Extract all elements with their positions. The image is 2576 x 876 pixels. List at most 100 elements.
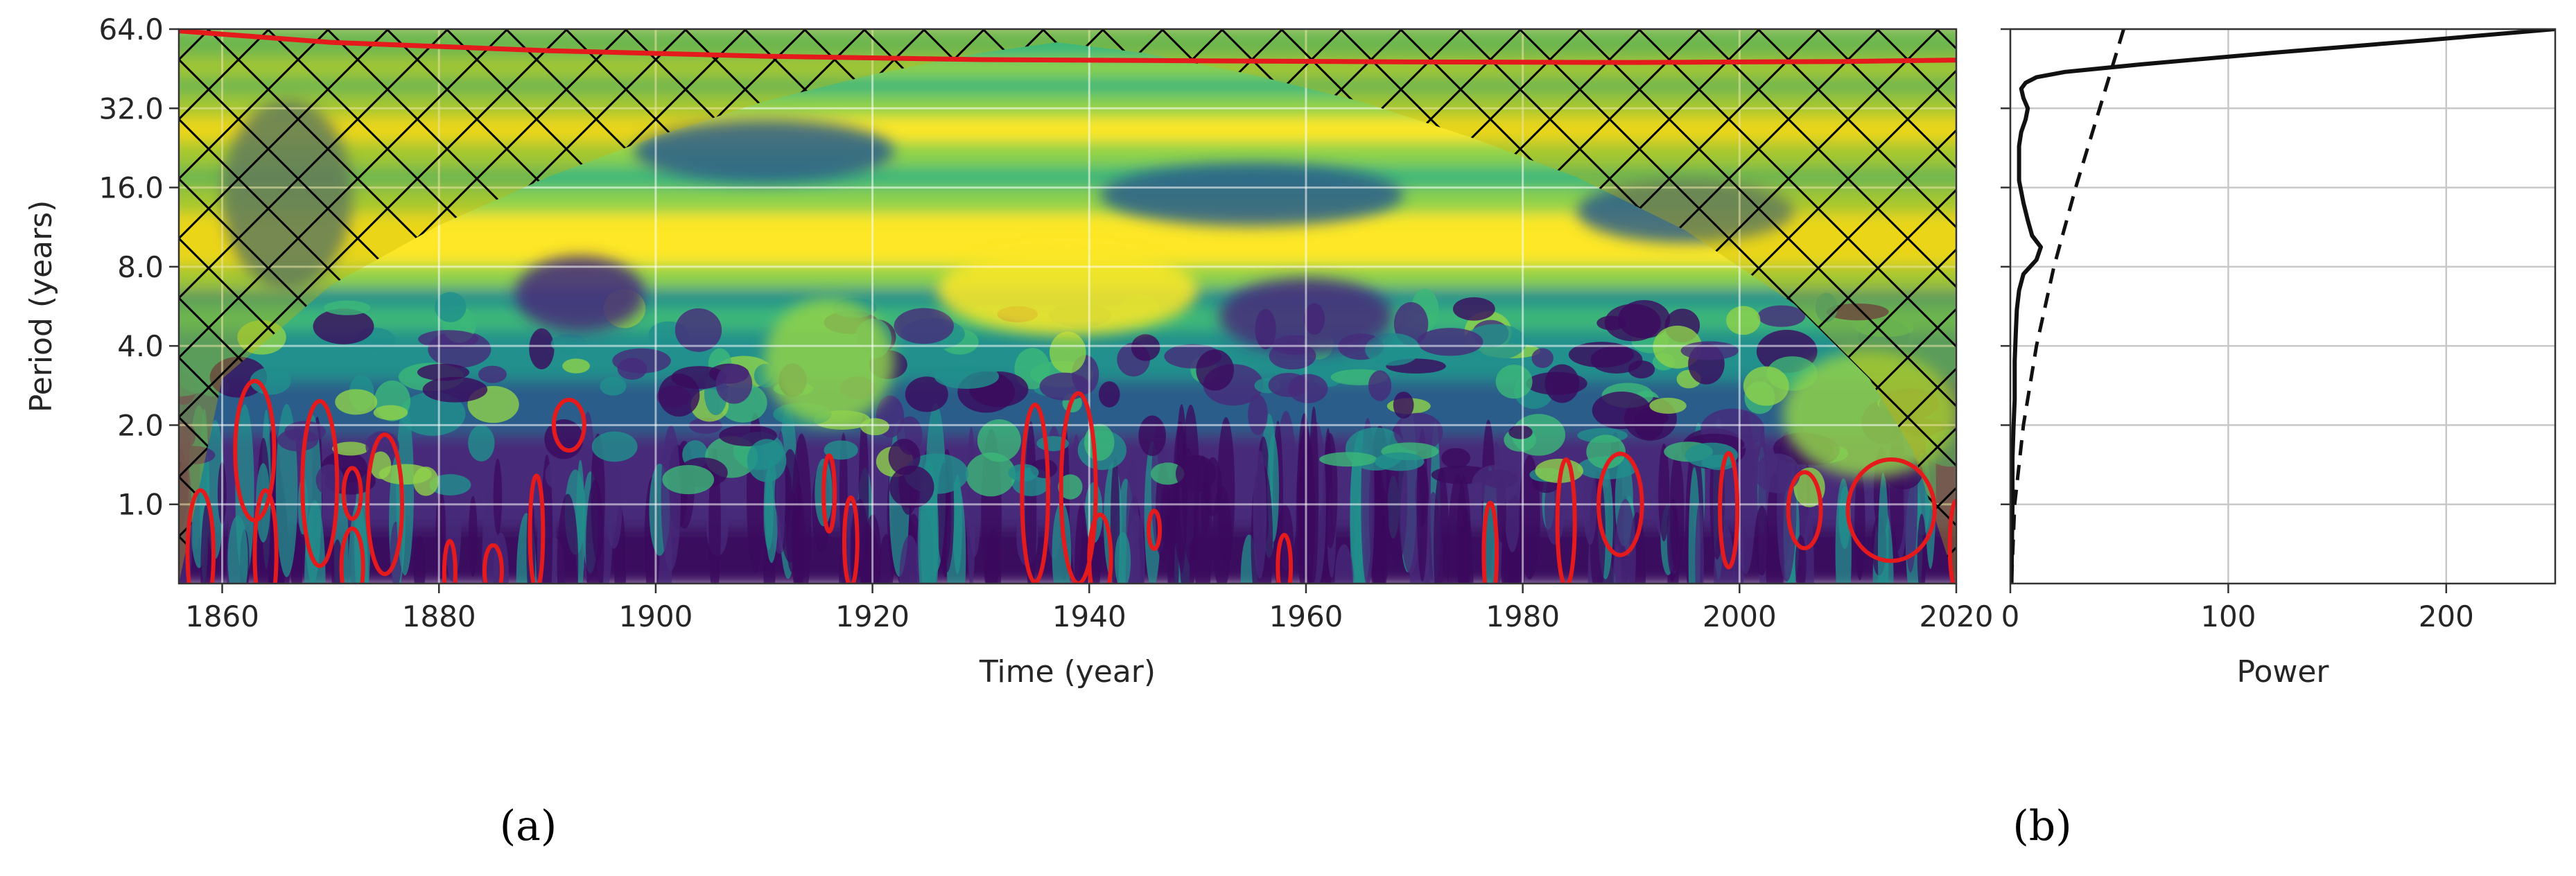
significant-region-contour [365, 432, 405, 577]
power-blob [1196, 349, 1234, 391]
power-feature [634, 119, 894, 183]
power-feature [1099, 163, 1404, 227]
power-streak [1115, 532, 1131, 584]
power-streak [1334, 544, 1353, 584]
significant-region-contour [1947, 498, 1956, 584]
power-blob [1393, 412, 1443, 452]
power-blob [1268, 372, 1309, 397]
power-feature [937, 246, 1198, 335]
significant-region-contour [1786, 470, 1823, 551]
global-power-grid [2009, 28, 2555, 584]
power-streak [1375, 487, 1389, 558]
power-blob [888, 439, 921, 475]
x-tick-label: 1980 [1486, 599, 1560, 633]
power-blob [1471, 464, 1520, 505]
significant-region-contour [551, 397, 586, 453]
power-streak [1854, 468, 1865, 581]
significant-region-contour [1555, 457, 1577, 584]
power-streak [304, 500, 326, 584]
power-blob [889, 465, 934, 509]
power-blob [591, 431, 638, 462]
power-blob [894, 308, 955, 344]
power-feature [514, 256, 645, 333]
power-blob [529, 328, 555, 369]
significant-region-contour [528, 473, 546, 584]
power-blob [1319, 452, 1377, 467]
significant-region-contour [1845, 457, 1937, 563]
power-streak [850, 499, 869, 584]
power-blob [715, 364, 753, 404]
y-tick-label: 8.0 [117, 250, 164, 284]
power-streak [985, 529, 1002, 584]
global-power-panel: 0 100 200 Power (b) [2001, 28, 2557, 850]
power-streak [1755, 505, 1769, 576]
x-tick-label: 2000 [1703, 599, 1777, 633]
power-blob [315, 464, 345, 496]
significant-region-contour [1596, 451, 1644, 557]
power-blob [1726, 306, 1761, 335]
wavelet-power-panel: 1860 1880 1900 1920 1940 1960 1980 2000 2020 1.0… [24, 12, 1993, 850]
power-blob [418, 330, 479, 349]
power-streak [1658, 443, 1670, 542]
power-blob [966, 452, 1016, 497]
wavelet-y-ticks: 1.0 2.0 4.0 8.0 16.0 32.0 64.0 [98, 12, 179, 522]
power-streak [661, 425, 681, 571]
wavelet-power-texture [179, 288, 1956, 584]
wavelet-y-axis-label: Period (years) [24, 200, 59, 413]
power-blob [1754, 453, 1801, 493]
power-streak [1400, 456, 1421, 574]
power-streak [1434, 467, 1450, 584]
power-blob [1368, 370, 1392, 401]
power-blob [905, 376, 948, 412]
power-streak [1074, 502, 1089, 584]
power-blob [977, 419, 1021, 462]
x-tick-label: 200 [2419, 599, 2474, 633]
x-tick-label: 2020 [1920, 599, 1994, 633]
power-blob [250, 367, 291, 395]
power-blob [545, 460, 569, 489]
power-blob [369, 451, 392, 480]
power-blob [1568, 342, 1635, 368]
significant-region-contour [339, 526, 365, 584]
global-power-x-ticks: 0 100 200 [2001, 584, 2474, 633]
power-streak [1877, 472, 1889, 584]
x-tick-label: 1860 [185, 599, 259, 633]
significant-region-contour [300, 398, 340, 568]
power-streak [1160, 478, 1181, 551]
power-blob [824, 440, 858, 460]
significant-region-contour [842, 495, 860, 584]
power-streak [348, 502, 369, 584]
power-streak [1695, 502, 1704, 584]
power-blob [1463, 324, 1527, 360]
x-tick-label: 0 [2001, 599, 2020, 633]
significant-region-contour [1020, 403, 1050, 584]
significance-contours [185, 378, 1956, 584]
power-blob [313, 308, 374, 344]
power-streak [468, 496, 478, 577]
power-blob [600, 376, 627, 396]
y-tick-label: 32.0 [98, 91, 164, 125]
power-blob [332, 441, 369, 456]
power-streak [966, 427, 976, 584]
significant-region-contour [442, 538, 458, 584]
power-blob [1640, 410, 1669, 426]
power-streak [1669, 453, 1685, 572]
significance-level-line [2010, 29, 2125, 584]
power-blob [550, 333, 587, 353]
power-blob [1150, 462, 1185, 485]
power-blob [860, 418, 889, 436]
power-blob [324, 300, 371, 315]
power-blob [612, 348, 671, 374]
power-streak [586, 480, 604, 584]
power-blob [1375, 452, 1425, 471]
power-blob [1441, 448, 1471, 468]
significant-region-contour [1087, 512, 1113, 584]
power-streak [256, 463, 271, 543]
x-tick-label: 1900 [618, 599, 693, 633]
power-blob [562, 358, 591, 374]
power-streak [1025, 421, 1037, 584]
power-blob [417, 363, 470, 381]
power-blob [1508, 425, 1533, 439]
significance-line [179, 29, 1956, 65]
